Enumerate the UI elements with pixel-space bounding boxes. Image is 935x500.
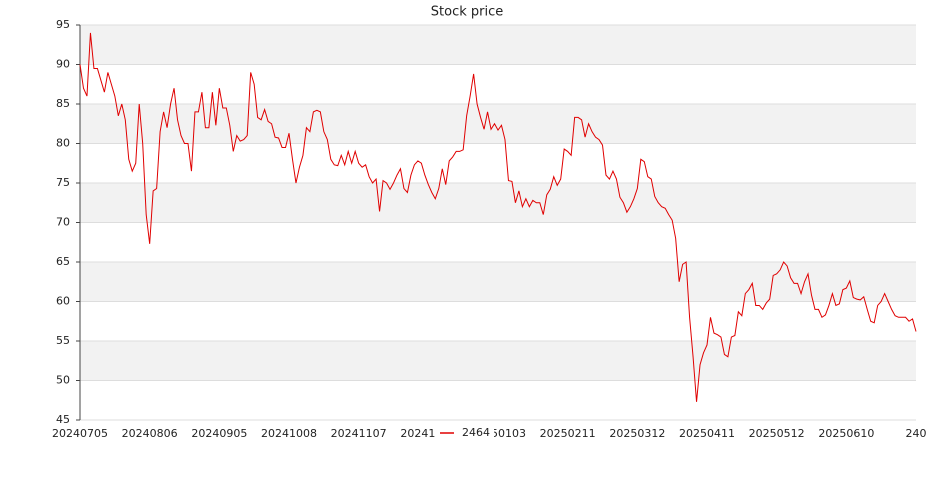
y-tick-label: 90 bbox=[56, 58, 70, 71]
x-tick-label: 20250312 bbox=[609, 427, 665, 440]
y-tick-label: 80 bbox=[56, 137, 70, 150]
legend-box bbox=[436, 424, 494, 442]
x-tick-label: 20240705 bbox=[52, 427, 108, 440]
y-tick-label: 55 bbox=[56, 334, 70, 347]
y-tick-label: 65 bbox=[56, 255, 70, 268]
y-tick-label: 50 bbox=[56, 374, 70, 387]
grid-band bbox=[80, 25, 916, 65]
x-tick-label: 20240806 bbox=[122, 427, 178, 440]
y-tick-label: 85 bbox=[56, 97, 70, 110]
x-tick-label: 20241008 bbox=[261, 427, 317, 440]
x-tick-label: 20240905 bbox=[191, 427, 247, 440]
line bbox=[79, 32, 917, 402]
legend-label: 2464 bbox=[462, 426, 490, 439]
x-tick-label: 20241107 bbox=[331, 427, 387, 440]
y-tick-label: 60 bbox=[56, 295, 70, 308]
x-tick-label: 20250411 bbox=[679, 427, 735, 440]
y-tick-label: 70 bbox=[56, 216, 70, 229]
y-tick-label: 95 bbox=[56, 18, 70, 31]
grid-band bbox=[80, 104, 916, 144]
y-tick-label: 75 bbox=[56, 176, 70, 189]
x-tick-label: 20250512 bbox=[749, 427, 805, 440]
legend: 2464 bbox=[436, 424, 494, 442]
x-tick-label: 20250610 bbox=[818, 427, 874, 440]
x-tick-label: 240 bbox=[906, 427, 927, 440]
grid-band bbox=[80, 183, 916, 223]
x-tick-label: 20250211 bbox=[540, 427, 596, 440]
chart-title: Stock price bbox=[431, 5, 503, 20]
grid-band bbox=[80, 341, 916, 381]
grid-band bbox=[80, 262, 916, 302]
y-tick-label: 45 bbox=[56, 413, 70, 426]
